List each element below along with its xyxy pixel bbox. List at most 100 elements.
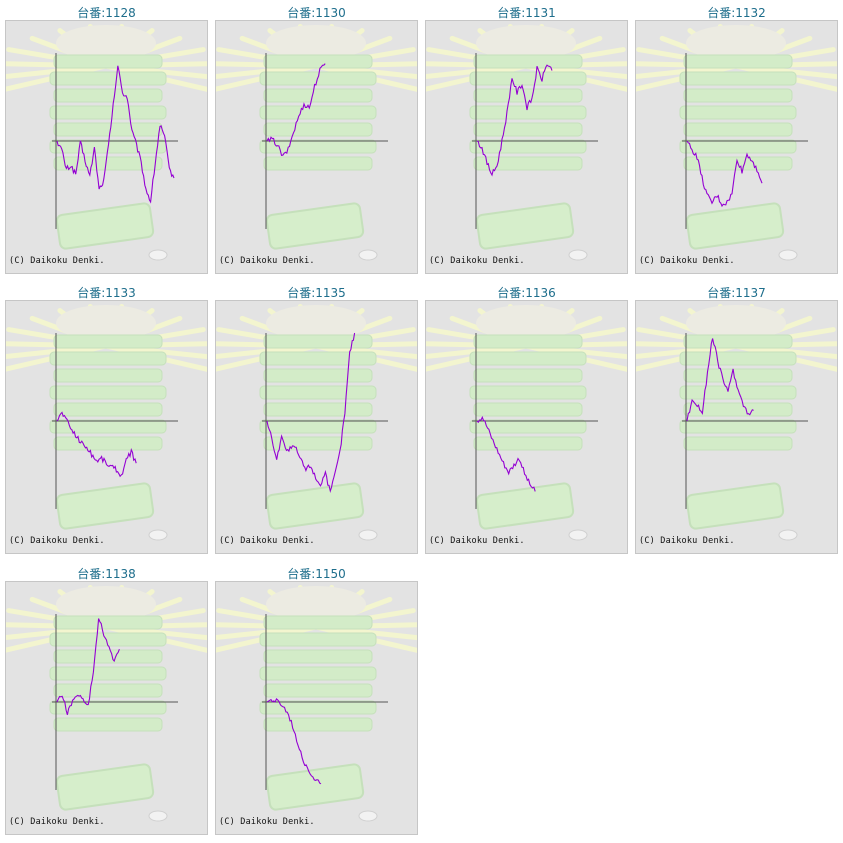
chart-cell[interactable]: 台番:1135 (C) Daikoku Denki.: [215, 280, 418, 556]
series-line: [56, 411, 137, 478]
chart-cell[interactable]: 台番:1136 (C) Daikoku Denki.: [425, 280, 628, 556]
sun-ray: [216, 343, 319, 372]
balls-pile: [686, 25, 786, 61]
chart-svg: [636, 304, 837, 541]
chart-title[interactable]: 台番:1137: [707, 286, 766, 300]
tray-stack: [53, 334, 163, 349]
balls-pile: [266, 305, 366, 341]
tray-stack: [683, 88, 793, 103]
balls-pile: [56, 25, 156, 61]
sun-ray: [523, 63, 627, 92]
coin: [778, 529, 798, 541]
chart-cell[interactable]: 台番:1131 (C) Daikoku Denki.: [425, 0, 628, 276]
chart-title[interactable]: 台番:1130: [287, 6, 346, 20]
chart-svg: [216, 24, 417, 261]
sun-ray: [216, 624, 319, 653]
tray-stack: [469, 419, 587, 434]
tray-stack: [53, 368, 163, 383]
tray-stack: [263, 88, 373, 103]
tray-stack: [263, 334, 373, 349]
tray-stack: [259, 105, 377, 120]
coin: [358, 249, 378, 261]
copyright-text: (C) Daikoku Denki.: [639, 536, 735, 546]
tray-stack: [49, 700, 167, 715]
copyright-text: (C) Daikoku Denki.: [9, 256, 105, 266]
balls-pile: [266, 25, 366, 61]
tray-stack: [683, 122, 793, 137]
chart-title[interactable]: 台番:1138: [77, 567, 136, 581]
chart-panel: (C) Daikoku Denki.: [5, 581, 208, 835]
chart-panel: (C) Daikoku Denki.: [215, 300, 418, 554]
tray-stack: [259, 700, 377, 715]
sun-ray: [103, 624, 207, 653]
chart-panel: (C) Daikoku Denki.: [635, 20, 838, 274]
series-line: [266, 332, 356, 494]
copyright-text: (C) Daikoku Denki.: [9, 817, 105, 827]
chart-svg: [426, 24, 627, 261]
tray-stack: [49, 351, 167, 366]
chart-title[interactable]: 台番:1128: [77, 6, 136, 20]
copyright-text: (C) Daikoku Denki.: [219, 536, 315, 546]
chart-cell[interactable]: 台番:1137 (C) Daikoku Denki.: [635, 280, 838, 556]
tray: [475, 202, 575, 250]
chart-svg: [6, 304, 207, 541]
coin: [358, 810, 378, 822]
sun-ray: [313, 624, 417, 653]
tray-stack: [263, 436, 373, 451]
chart-cell[interactable]: 台番:1150 (C) Daikoku Denki.: [215, 561, 418, 837]
chart-title[interactable]: 台番:1150: [287, 567, 346, 581]
tray-stack: [683, 402, 793, 417]
background-art: [216, 304, 417, 541]
chart-title[interactable]: 台番:1133: [77, 286, 136, 300]
balls-pile: [686, 305, 786, 341]
sun-ray: [216, 63, 319, 92]
chart-cell[interactable]: 台番:1138 (C) Daikoku Denki.: [5, 561, 208, 837]
tray-stack: [679, 385, 797, 400]
balls-pile: [476, 25, 576, 61]
copyright-text: (C) Daikoku Denki.: [639, 256, 735, 266]
tray-stack: [679, 419, 797, 434]
tray: [55, 482, 155, 530]
tray-stack: [683, 334, 793, 349]
tray-stack: [263, 717, 373, 732]
background-art: [6, 585, 207, 822]
copyright-text: (C) Daikoku Denki.: [429, 256, 525, 266]
tray-stack: [53, 122, 163, 137]
background-art: [6, 304, 207, 541]
chart-cell[interactable]: 台番:1133 (C) Daikoku Denki.: [5, 280, 208, 556]
tray-stack: [679, 105, 797, 120]
tray: [685, 482, 785, 530]
chart-cell[interactable]: 台番:1128 (C) Daikoku Denki.: [5, 0, 208, 276]
copyright-text: (C) Daikoku Denki.: [429, 536, 525, 546]
coin: [568, 529, 588, 541]
tray-stack: [49, 385, 167, 400]
tray-stack: [259, 666, 377, 681]
chart-svg: [426, 304, 627, 541]
chart-title[interactable]: 台番:1136: [497, 286, 556, 300]
sun-ray: [313, 63, 417, 92]
tray-stack: [473, 54, 583, 69]
series-line: [266, 698, 322, 785]
background-art: [636, 304, 837, 541]
chart-cell[interactable]: 台番:1132 (C) Daikoku Denki.: [635, 0, 838, 276]
tray: [265, 202, 365, 250]
tray-stack: [49, 666, 167, 681]
tray-stack: [263, 54, 373, 69]
tray: [685, 202, 785, 250]
tray: [475, 482, 575, 530]
coin: [778, 249, 798, 261]
tray-stack: [53, 156, 163, 171]
chart-title[interactable]: 台番:1132: [707, 6, 766, 20]
sun-ray: [426, 343, 529, 372]
sun-ray: [636, 63, 739, 92]
tray-stack: [53, 88, 163, 103]
series-line: [56, 65, 175, 204]
chart-panel: (C) Daikoku Denki.: [425, 300, 628, 554]
chart-title[interactable]: 台番:1135: [287, 286, 346, 300]
chart-cell[interactable]: 台番:1130 (C) Daikoku Denki.: [215, 0, 418, 276]
chart-title[interactable]: 台番:1131: [497, 6, 556, 20]
tray-stack: [473, 436, 583, 451]
background-art: [216, 24, 417, 261]
copyright-text: (C) Daikoku Denki.: [219, 817, 315, 827]
coin: [358, 529, 378, 541]
